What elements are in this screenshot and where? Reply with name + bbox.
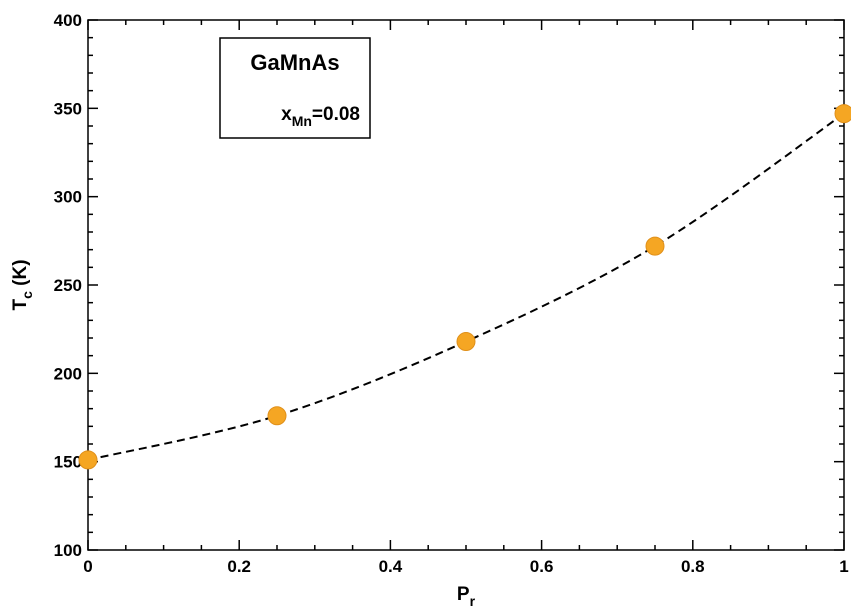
x-axis-label: P <box>457 584 470 605</box>
y-tick-label: 100 <box>54 541 82 560</box>
y-axis-title: Tc (K) <box>10 259 35 310</box>
y-tick-label: 400 <box>54 11 82 30</box>
data-point <box>267 406 287 426</box>
legend-title: GaMnAs <box>250 50 339 75</box>
data-point <box>456 332 476 352</box>
x-axis-title: Pr <box>457 584 476 609</box>
x-tick-label: 0.2 <box>227 557 251 576</box>
x-axis-subscript: r <box>470 593 476 609</box>
legend-box: GaMnAs xMn=0.08 <box>219 37 371 139</box>
series-line <box>87 112 845 461</box>
data-point <box>834 104 851 124</box>
y-tick-label: 350 <box>54 99 82 118</box>
x-tick-label: 0.8 <box>681 557 705 576</box>
data-point <box>645 236 665 256</box>
y-tick-label: 250 <box>54 276 82 295</box>
data-point <box>78 450 98 470</box>
y-axis-unit: (K) <box>10 259 31 291</box>
y-tick-label: 200 <box>54 364 82 383</box>
x-tick-label: 1 <box>839 557 848 576</box>
y-axis-subscript: c <box>19 291 35 299</box>
legend-x-subscript: Mn <box>292 113 312 129</box>
y-tick-label: 300 <box>54 188 82 207</box>
legend-composition: xMn=0.08 <box>281 104 360 129</box>
y-tick-label: 150 <box>54 453 82 472</box>
series-markers <box>78 104 851 470</box>
x-tick-label: 0 <box>83 557 92 576</box>
axis-ticks <box>87 19 845 551</box>
x-tick-label: 0.6 <box>530 557 554 576</box>
y-axis-label: T <box>10 299 31 311</box>
tick-labels: 0 0.2 0.4 0.6 0.8 1 100 150 200 250 300 350 400 <box>54 11 849 576</box>
plot-frame <box>87 19 845 551</box>
x-tick-label: 0.4 <box>379 557 403 576</box>
legend-x-value: =0.08 <box>312 104 360 125</box>
legend-x-label: x <box>281 104 292 125</box>
